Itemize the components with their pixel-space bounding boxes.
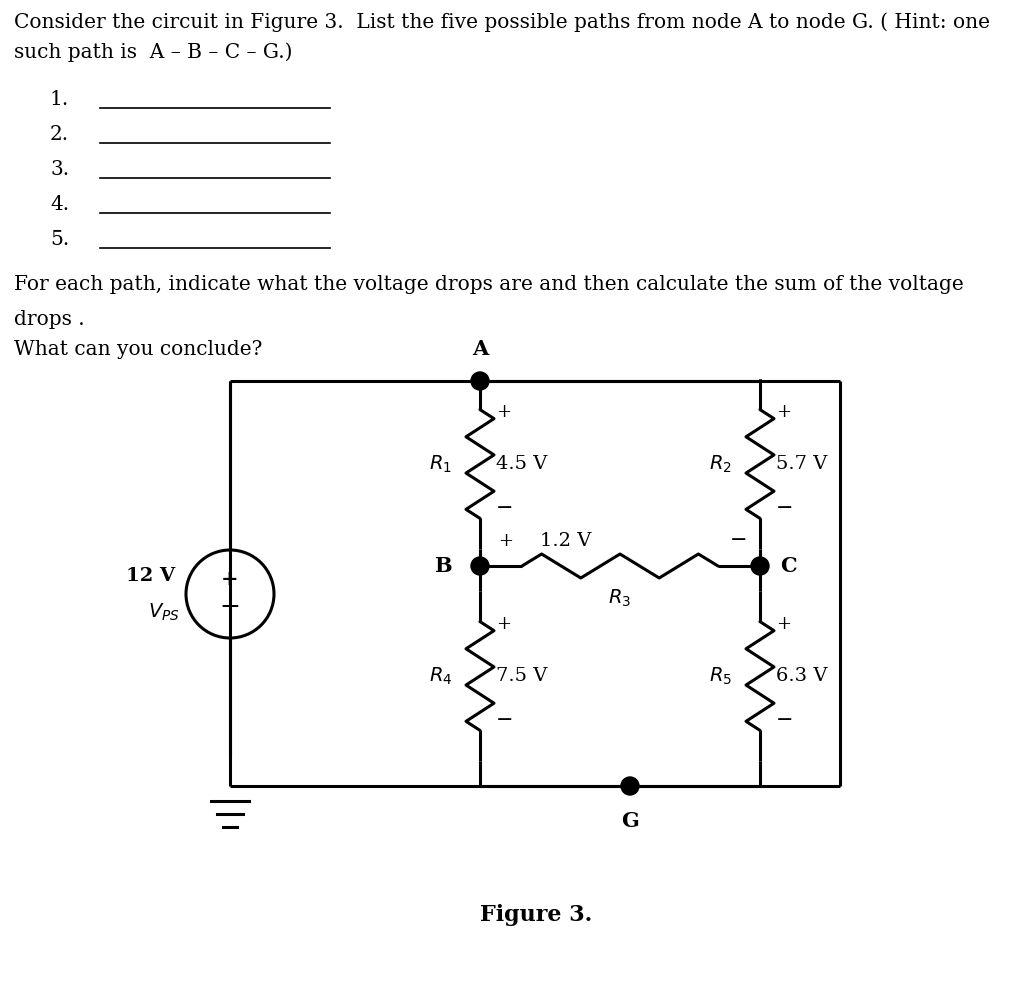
Text: $R_4$: $R_4$	[429, 665, 452, 687]
Text: −: −	[496, 499, 513, 519]
Text: 4.5 V: 4.5 V	[496, 455, 548, 473]
Text: A: A	[472, 339, 488, 359]
Text: +: +	[498, 532, 513, 550]
Text: +: +	[496, 615, 511, 633]
Text: 6.3 V: 6.3 V	[776, 667, 827, 685]
Text: −: −	[730, 532, 748, 550]
Text: −: −	[776, 711, 794, 731]
Text: $R_3$: $R_3$	[608, 588, 632, 609]
Text: 5.7 V: 5.7 V	[776, 455, 827, 473]
Text: Figure 3.: Figure 3.	[480, 904, 592, 926]
Text: What can you conclude?: What can you conclude?	[14, 340, 262, 359]
Circle shape	[471, 372, 489, 390]
Text: C: C	[780, 556, 797, 576]
Text: +: +	[496, 403, 511, 421]
Text: +: +	[776, 615, 791, 633]
Text: −: −	[776, 499, 794, 519]
Text: drops .: drops .	[14, 310, 85, 329]
Text: G: G	[622, 811, 639, 831]
Text: 2.: 2.	[50, 125, 70, 144]
Text: $R_5$: $R_5$	[709, 665, 732, 687]
Text: 7.5 V: 7.5 V	[496, 667, 548, 685]
Text: 12 V: 12 V	[126, 567, 175, 585]
Text: 1.2 V: 1.2 V	[540, 532, 592, 550]
Text: $R_2$: $R_2$	[710, 453, 732, 475]
Text: $R_1$: $R_1$	[429, 453, 452, 475]
Circle shape	[621, 777, 639, 795]
Circle shape	[751, 557, 769, 575]
Text: 5.: 5.	[50, 230, 70, 249]
Text: +: +	[776, 403, 791, 421]
Text: −: −	[496, 711, 513, 731]
Text: +: +	[221, 569, 239, 589]
Text: B: B	[434, 556, 452, 576]
Text: −: −	[219, 595, 241, 619]
Text: 3.: 3.	[50, 160, 70, 179]
Circle shape	[471, 557, 489, 575]
Text: $V_{PS}$: $V_{PS}$	[148, 601, 180, 623]
Text: Consider the circuit in Figure 3.  List the five possible paths from node A to n: Consider the circuit in Figure 3. List t…	[14, 12, 990, 31]
Text: such path is  A – B – C – G.): such path is A – B – C – G.)	[14, 42, 293, 62]
Text: 4.: 4.	[50, 195, 70, 214]
Text: For each path, indicate what the voltage drops are and then calculate the sum of: For each path, indicate what the voltage…	[14, 275, 964, 294]
Text: 1.: 1.	[50, 90, 70, 109]
